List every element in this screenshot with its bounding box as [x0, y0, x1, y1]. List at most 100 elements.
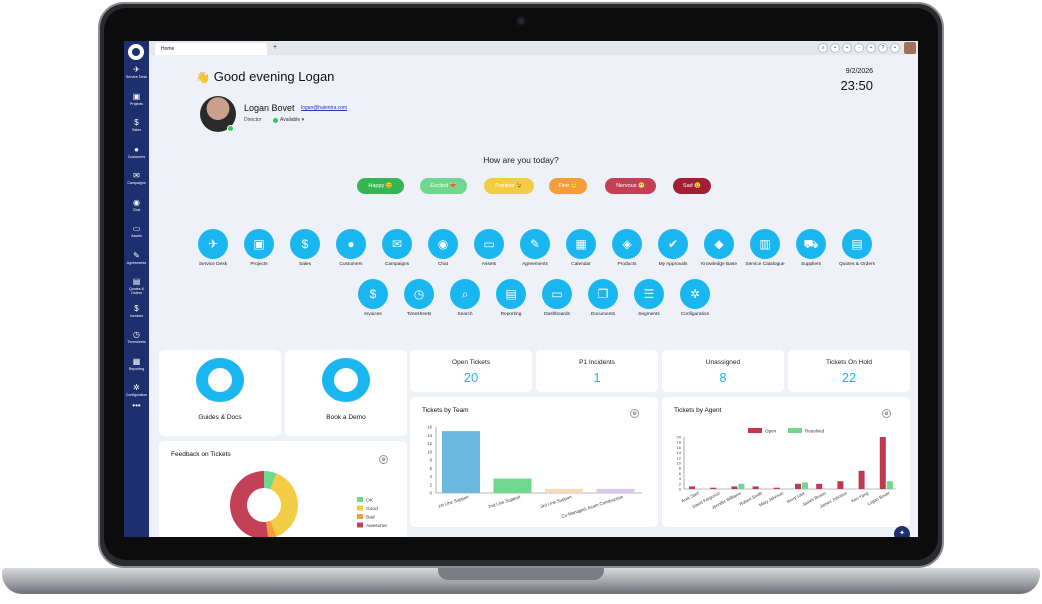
bar[interactable] — [731, 486, 738, 489]
sidebar-item-campaigns[interactable]: ✉ Campaigns — [124, 171, 149, 185]
app-tile-products[interactable]: ◈ Products — [604, 229, 650, 268]
app-tile-configuration[interactable]: ✲ Configuration — [672, 279, 718, 318]
bar[interactable] — [493, 478, 532, 493]
bar[interactable] — [837, 481, 844, 489]
y-tick-label: 8 — [679, 466, 682, 471]
app-label: Suppliers — [801, 262, 821, 267]
sidebar-item-configuration[interactable]: ✲ Configuration — [124, 383, 149, 397]
donut-slice[interactable] — [270, 473, 298, 537]
app-tile-invoices[interactable]: $ Invoices — [350, 279, 396, 318]
app-label: Quotes & Orders — [839, 262, 875, 267]
book-demo-card[interactable]: Book a Demo — [285, 350, 407, 436]
p1-incidents-card[interactable]: P1 Incidents 1 — [536, 350, 658, 392]
mood-option-button[interactable]: Positive 😉 — [484, 178, 534, 194]
app-tile-suppliers[interactable]: ⛟ Suppliers — [788, 229, 834, 268]
bar[interactable] — [886, 481, 893, 489]
sidebar-more-icon[interactable]: ••• — [132, 401, 141, 410]
status-dropdown[interactable]: Available ▾ — [280, 117, 305, 123]
app-tile-search[interactable]: ⌕ Search — [442, 279, 488, 318]
app-tile-knowledge-base[interactable]: ◆ Knowledge Base — [696, 229, 742, 268]
mood-option-button[interactable]: Nervous 😬 — [605, 178, 656, 194]
bar[interactable] — [858, 470, 865, 489]
guides-docs-card[interactable]: Guides & Docs — [159, 350, 281, 436]
app-tile-my-approvals[interactable]: ✔ My Approvals — [650, 229, 696, 268]
app-tile-dashboards[interactable]: ▭ Dashboards — [534, 279, 580, 318]
app-tile-reporting[interactable]: ▤ Reporting — [488, 279, 534, 318]
lightbulb-icon[interactable]: • — [890, 43, 900, 53]
bar[interactable] — [596, 488, 635, 493]
gear-icon[interactable]: ⚙ — [379, 455, 388, 464]
x-tick-label: Logan Bovet — [867, 490, 891, 506]
app-tile-service-catalogue[interactable]: ▥ Service Catalogue — [742, 229, 788, 268]
search-icon[interactable]: ⌕ — [818, 43, 828, 53]
app-tile-campaigns[interactable]: ✉ Campaigns — [374, 229, 420, 268]
app-tile-assets[interactable]: ▭ Assets — [466, 229, 512, 268]
sidebar-item-sales[interactable]: $ Sales — [124, 118, 149, 132]
bar[interactable] — [752, 486, 759, 489]
app-tile-documents[interactable]: ❐ Documents — [580, 279, 626, 318]
sidebar-item-quotes-orders[interactable]: ▤ Quotes & Orders — [124, 277, 149, 295]
new-tab-button[interactable]: + — [273, 44, 278, 51]
mood-option-button[interactable]: Sad 😟 — [673, 178, 711, 194]
app-tile-calendar[interactable]: ▦ Calendar — [558, 229, 604, 268]
bar[interactable] — [773, 487, 780, 489]
bar[interactable] — [795, 483, 801, 489]
sidebar-item-chat[interactable]: ◉ Chat — [124, 198, 149, 212]
service-catalogue-icon: ▥ — [750, 229, 780, 259]
mood-option-button[interactable]: Excited 😻 — [420, 178, 467, 194]
tickets-on-hold-card[interactable]: Tickets On Hold 22 — [788, 350, 910, 392]
app-tile-quotes-orders[interactable]: ▤ Quotes & Orders — [834, 229, 880, 268]
quick-action-button[interactable]: ✦ — [894, 526, 910, 537]
bar[interactable] — [442, 431, 480, 493]
p1-incidents-label: P1 Incidents — [579, 359, 615, 366]
unassigned-card[interactable]: Unassigned 8 — [662, 350, 784, 392]
sidebar-item-timesheets[interactable]: ◷ Timesheets — [124, 330, 149, 344]
app-tile-chat[interactable]: ◉ Chat — [420, 229, 466, 268]
user-email-link[interactable]: logan@halentra.com — [301, 105, 348, 111]
bar[interactable] — [545, 488, 583, 493]
sidebar-item-customers[interactable]: ● Customers — [124, 145, 149, 159]
gear-icon[interactable]: ⚙ — [630, 409, 639, 418]
app-tile-agreements[interactable]: ✎ Agreements — [512, 229, 558, 268]
donut-slice[interactable] — [264, 471, 277, 490]
bar[interactable] — [816, 483, 823, 489]
app-label: Service Desk — [198, 262, 228, 267]
gear-icon[interactable]: ⚙ — [882, 409, 891, 418]
user-avatar-small[interactable] — [904, 42, 916, 54]
sidebar-item-assets[interactable]: ▭ Assets — [124, 224, 149, 238]
sidebar-item-agreements[interactable]: ✎ Agreements — [124, 251, 149, 265]
campaigns-icon: ✉ — [133, 171, 140, 180]
globe-icon[interactable]: ◦ — [854, 43, 864, 53]
legend-label: Resolved — [805, 429, 825, 434]
bar[interactable] — [738, 483, 745, 489]
bar[interactable] — [710, 487, 717, 489]
agreements-icon: ✎ — [520, 229, 550, 259]
app-tile-segments[interactable]: ☰ Segments — [626, 279, 672, 318]
open-tickets-card[interactable]: Open Tickets 20 — [410, 350, 532, 392]
bell-icon[interactable]: • — [830, 43, 840, 53]
app-tile-projects[interactable]: ▣ Projects — [236, 229, 282, 268]
bar[interactable] — [689, 486, 695, 489]
donut-slice[interactable] — [230, 471, 269, 537]
sidebar-item-invoices[interactable]: $ Invoices — [124, 304, 149, 318]
lock-icon[interactable]: • — [842, 43, 852, 53]
sidebar-item-reporting[interactable]: ▦ Reporting — [124, 357, 149, 371]
y-tick-label: 6 — [679, 471, 682, 476]
app-tile-sales[interactable]: $ Sales — [282, 229, 328, 268]
bar[interactable] — [879, 437, 886, 489]
tab-home[interactable]: Home — [155, 43, 267, 55]
app-tile-timesheets[interactable]: ◷ Timesheets — [396, 279, 442, 318]
y-tick-label: 10 — [427, 449, 432, 454]
help-icon[interactable]: ? — [878, 43, 888, 53]
bar[interactable] — [802, 482, 808, 490]
mood-option-button[interactable]: Fine 🙃 — [549, 178, 587, 194]
sidebar-item-projects[interactable]: ▣ Projects — [124, 92, 149, 106]
app-tile-customers[interactable]: ● Customers — [328, 229, 374, 268]
app-tile-service-desk[interactable]: ✈ Service Desk — [190, 229, 236, 268]
feed-icon[interactable]: • — [866, 43, 876, 53]
donut-slice[interactable] — [266, 520, 277, 537]
app-logo-icon[interactable] — [128, 44, 144, 60]
tickets-by-agent-panel: Tickets by Agent ⚙ Open Resolved 0 2 4 6 8 10 12… — [662, 397, 910, 527]
mood-option-button[interactable]: Happy 😊 — [357, 178, 404, 194]
sidebar-item-service-desk[interactable]: ✈ Service Desk — [124, 65, 149, 79]
